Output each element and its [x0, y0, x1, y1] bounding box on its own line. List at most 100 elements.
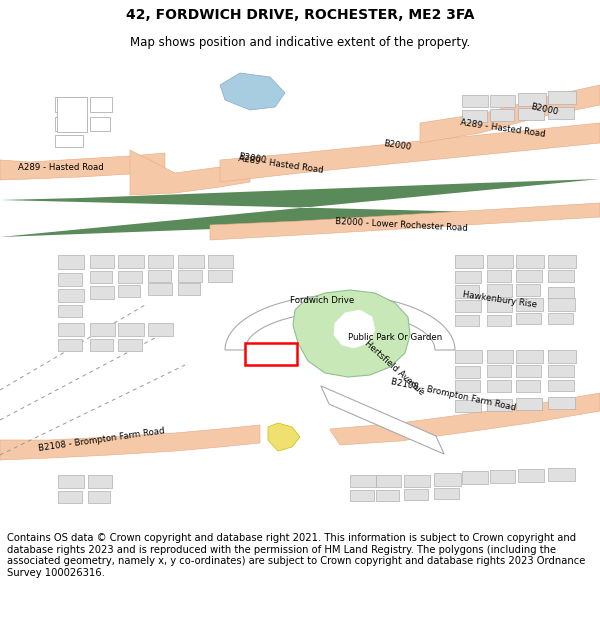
Bar	[455, 255, 483, 268]
Bar	[178, 255, 204, 268]
Text: B2000 - Lower Rochester Road: B2000 - Lower Rochester Road	[335, 217, 468, 233]
Bar	[490, 109, 514, 121]
Bar	[58, 305, 82, 317]
Text: B2000: B2000	[238, 152, 267, 165]
Bar	[178, 283, 200, 295]
Bar	[148, 255, 173, 268]
Bar	[148, 270, 171, 282]
Text: A289 - Hasted Road: A289 - Hasted Road	[460, 118, 546, 139]
Bar	[58, 255, 84, 269]
Bar	[404, 489, 428, 500]
Text: Fordwich Drive: Fordwich Drive	[290, 296, 354, 305]
Bar	[90, 286, 114, 299]
Bar	[487, 350, 513, 363]
Bar	[487, 399, 512, 411]
Bar	[487, 299, 512, 312]
Bar	[90, 339, 113, 351]
Bar	[118, 285, 140, 297]
Polygon shape	[0, 425, 260, 460]
Polygon shape	[130, 150, 250, 195]
Bar	[90, 255, 114, 268]
Bar	[148, 323, 173, 336]
Bar	[548, 397, 575, 409]
Text: B2108 - Brompton Farm Road: B2108 - Brompton Farm Road	[390, 378, 517, 413]
Bar	[462, 471, 488, 484]
Bar	[434, 473, 461, 486]
Bar	[455, 400, 481, 412]
Bar	[90, 323, 115, 336]
Bar	[518, 93, 546, 106]
Bar	[55, 97, 85, 112]
Bar	[490, 95, 515, 107]
Polygon shape	[334, 310, 375, 348]
Text: Map shows position and indicative extent of the property.: Map shows position and indicative extent…	[130, 36, 470, 49]
Bar	[487, 380, 511, 392]
Bar	[455, 271, 481, 283]
Bar	[548, 380, 574, 391]
Bar	[548, 365, 574, 377]
Bar	[376, 475, 401, 487]
Polygon shape	[420, 85, 600, 143]
Text: B2000: B2000	[530, 102, 559, 117]
Bar	[516, 350, 543, 363]
Bar	[245, 343, 297, 365]
Bar	[118, 323, 144, 336]
Polygon shape	[330, 393, 600, 445]
Text: B2108 - Brompton Farm Road: B2108 - Brompton Farm Road	[38, 426, 166, 453]
Bar	[548, 313, 573, 324]
Bar	[516, 270, 542, 282]
Bar	[118, 255, 144, 268]
Bar	[88, 491, 110, 503]
Bar	[350, 490, 374, 501]
Polygon shape	[293, 290, 410, 377]
Bar	[404, 475, 430, 487]
Bar	[487, 255, 513, 268]
Bar	[90, 97, 112, 112]
Bar	[455, 285, 479, 298]
Bar	[455, 300, 481, 312]
Bar	[58, 289, 84, 302]
Bar	[88, 475, 112, 488]
Bar	[58, 475, 84, 488]
Bar	[518, 108, 544, 120]
Polygon shape	[0, 179, 600, 237]
Bar	[516, 284, 540, 296]
Bar	[487, 315, 511, 326]
Text: Hertsfield Avenue: Hertsfield Avenue	[363, 339, 426, 397]
Text: 42, FORDWICH DRIVE, ROCHESTER, ME2 3FA: 42, FORDWICH DRIVE, ROCHESTER, ME2 3FA	[126, 8, 474, 22]
Bar	[548, 91, 576, 104]
Bar	[434, 488, 459, 499]
Bar	[58, 323, 84, 336]
Polygon shape	[220, 73, 285, 110]
Bar	[58, 491, 82, 503]
Bar	[58, 273, 82, 286]
Bar	[350, 475, 376, 487]
Bar	[516, 365, 541, 377]
Bar	[455, 315, 479, 326]
Bar	[90, 117, 110, 131]
Bar	[55, 117, 87, 131]
Polygon shape	[210, 203, 600, 240]
Bar	[118, 339, 142, 351]
Bar	[516, 398, 542, 410]
Bar	[455, 380, 480, 392]
Bar	[516, 298, 543, 311]
Bar	[455, 366, 480, 378]
Bar	[490, 470, 515, 483]
Bar	[487, 270, 511, 282]
Bar	[208, 270, 232, 282]
Polygon shape	[268, 423, 300, 451]
Bar	[548, 298, 575, 311]
Bar	[178, 270, 202, 282]
Polygon shape	[0, 153, 165, 180]
Text: A289 - Hasted Road: A289 - Hasted Road	[238, 154, 324, 175]
Bar	[548, 468, 575, 481]
Bar	[462, 95, 488, 107]
Bar	[518, 469, 544, 482]
Bar	[516, 380, 540, 392]
Bar	[548, 270, 574, 282]
Bar	[487, 365, 511, 377]
Bar	[516, 313, 541, 324]
Bar	[548, 350, 576, 363]
Polygon shape	[321, 386, 444, 454]
